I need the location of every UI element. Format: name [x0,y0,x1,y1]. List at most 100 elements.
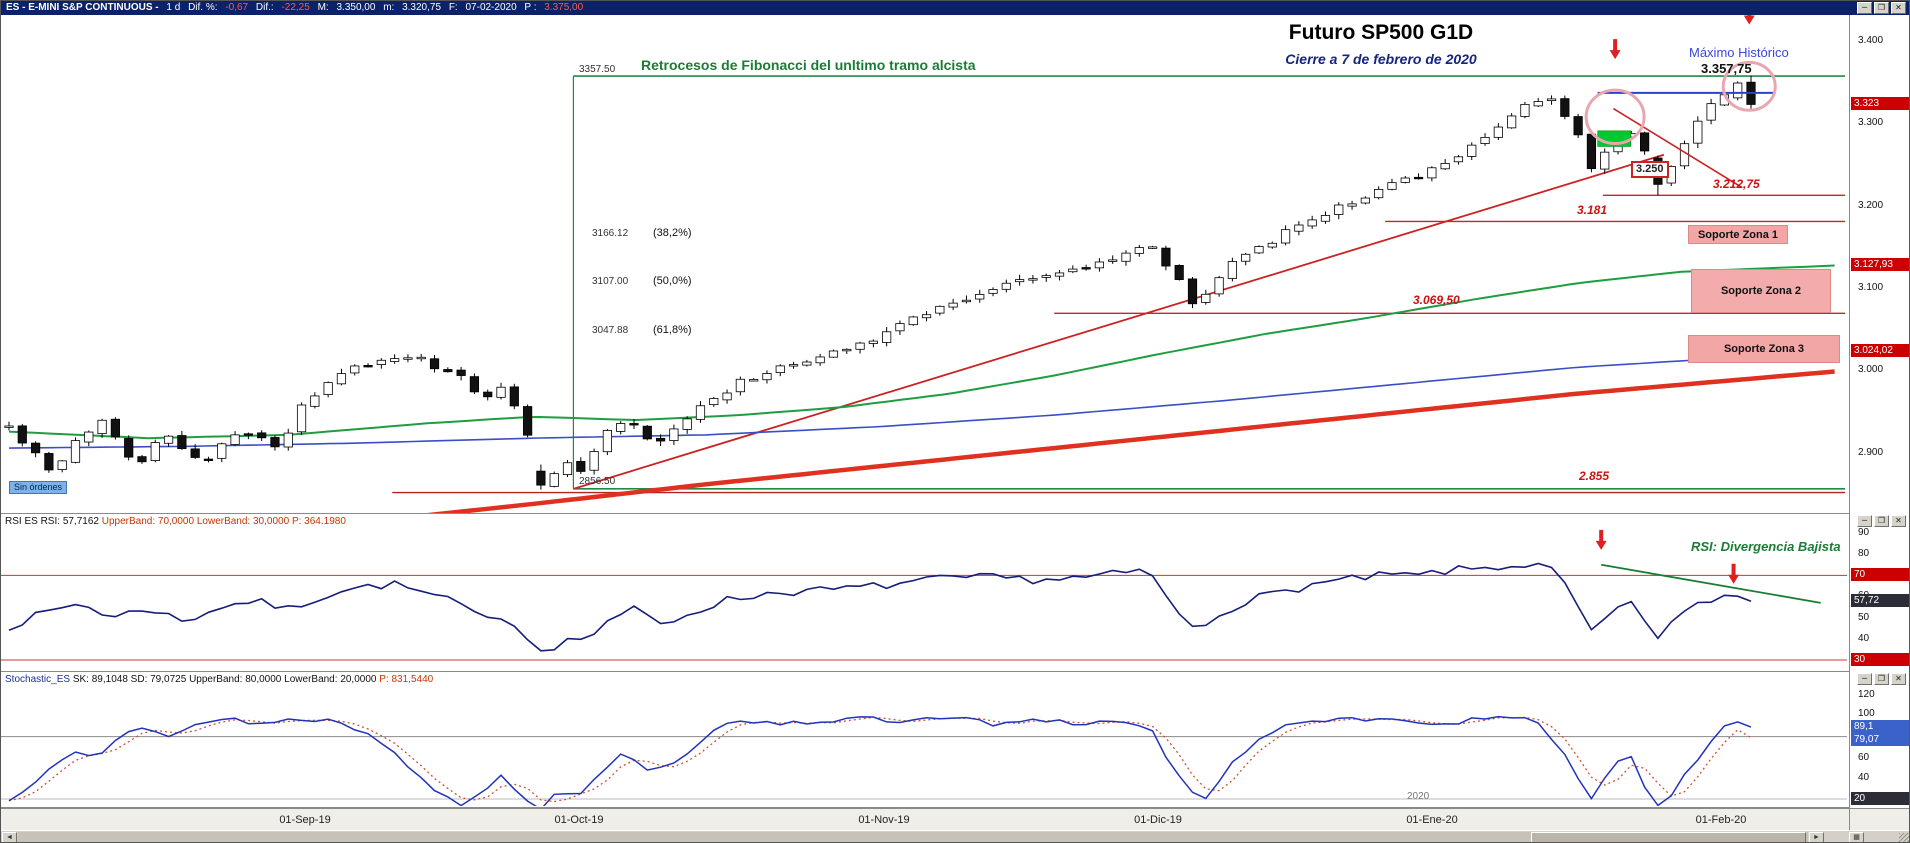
support-zone-3[interactable]: Soporte Zona 3 [1688,335,1840,363]
dif-pct-value: -0,67 [225,2,249,13]
panel-divider[interactable] [1,807,1849,808]
resize-grip[interactable] [1899,833,1909,842]
scroll-left-icon[interactable]: ◄ [2,832,17,842]
last-price-badge: 3.323 [1851,97,1909,110]
session-high-label: M: [317,2,329,13]
support-zone-1[interactable]: Soporte Zona 1 [1688,225,1788,244]
support-zone-2[interactable]: Soporte Zona 2 [1691,269,1831,313]
maximize-icon[interactable]: ❐ [1874,673,1889,685]
stoch-sk-label: SK: [72,674,89,685]
stoch-tick: 120 [1858,689,1875,700]
fib-618-pct: (61,8%) [653,324,692,336]
stoch-sk: 89,1048 [91,674,128,685]
panel-divider[interactable] [1,671,1849,672]
rsi-value: 57,7162 [62,516,99,527]
date-label: F: [448,2,458,13]
minimize-icon[interactable]: ─ [1857,515,1872,527]
chart-window-titlebar[interactable]: ES - E-MINI S&P CONTINUOUS - 1 d Dif. %:… [1,1,1909,15]
session-high-value: 3.350,00 [336,2,376,13]
fib-bottom-price: 2856.50 [579,476,616,487]
all-time-high-value: 3.357,75 [1701,61,1752,76]
no-orders-label[interactable]: Sin órdenes [9,481,68,494]
stoch-tick: 40 [1858,772,1870,783]
time-tick: 01-Sep-19 [279,814,331,826]
price-tick: 3.200 [1858,200,1884,211]
grid-icon[interactable]: ▦ [1849,832,1864,842]
horizontal-scrollbar[interactable]: ◄ ► ▦ [1,830,1909,842]
price-axis[interactable]: 3.400 3.300 3.200 3.100 3.000 2.900 3.32… [1849,15,1909,830]
rsi-header: RSI ES RSI: 57,7162 UpperBand: 70,0000 L… [5,516,346,527]
price-box-3250[interactable]: 3.250 [1631,161,1669,178]
stoch-sd-badge: 79,07 [1851,733,1909,746]
date-value: 07-02-2020 [465,2,517,13]
price-tick: 3.000 [1858,364,1884,375]
time-tick: 01-Oct-19 [554,814,604,826]
fib-50-price: 3107.00 [592,276,629,287]
year-label: 2020 [1407,791,1430,802]
minimize-icon[interactable]: ─ [1857,2,1872,14]
stoch-upperband-label: UpperBand: [189,674,243,685]
support-2855-label: 2.855 [1579,469,1610,483]
time-tick: 01-Nov-19 [858,814,910,826]
chart-subtitle: Cierre a 7 de febrero de 2020 [1285,51,1477,67]
rsi-lower-badge: 30 [1851,653,1909,666]
rsi-value-label: RSI: [40,516,61,527]
stochastic-header: Stochastic_ES SK: 89,1048 SD: 79,0725 Up… [5,674,433,685]
price-tick: 3.300 [1858,117,1884,128]
stoch-lower-badge: 20 [1851,792,1909,805]
rsi-lowerband-label: LowerBand: [196,516,251,527]
stoch-sk-badge: 89,1 [1851,720,1909,733]
stoch-window-controls: ─ ❐ ✕ [1857,673,1906,685]
rsi-p: 364.1980 [304,516,346,527]
rsi-tick: 50 [1858,612,1870,623]
scroll-right-icon[interactable]: ► [1809,832,1824,842]
fib-50-pct: (50,0%) [653,275,692,287]
dif-label: Dif.: [255,2,274,13]
dif-pct-label: Dif. %: [188,2,218,13]
price-tick: 2.900 [1858,447,1884,458]
fib-top-price: 3357.50 [579,64,616,75]
all-time-high-label: Máximo Histórico [1689,45,1789,60]
stoch-sd-label: SD: [130,674,148,685]
green-ma-badge: 3.127,93 [1851,258,1909,271]
maximize-icon[interactable]: ❐ [1874,2,1889,14]
stochastic-panel[interactable] [1,672,1849,807]
rsi-window-controls: ─ ❐ ✕ [1857,515,1906,527]
price-tick: 3.100 [1858,282,1884,293]
stoch-p: 831,5440 [391,674,434,685]
session-low-value: 3.320,75 [402,2,442,13]
maximize-icon[interactable]: ❐ [1874,515,1889,527]
stoch-lowerband: 20,0000 [340,674,377,685]
axis-corner [1849,808,1909,830]
time-axis[interactable]: 01-Sep-19 01-Oct-19 01-Nov-19 01-Dic-19 … [1,808,1849,830]
main-chart-panel[interactable] [1,15,1849,513]
price-tick: 3.400 [1858,35,1884,46]
rsi-upperband-label: UpperBand: [101,516,156,527]
fib-382-pct: (38,2%) [653,227,692,239]
stoch-p-label: P: [379,674,389,685]
fib-382-price: 3166.12 [592,228,629,239]
rsi-value-badge: 57,72 [1851,594,1909,607]
rsi-panel[interactable] [1,514,1849,671]
rsi-lowerband: 30,0000 [253,516,290,527]
fib-618-price: 3047.88 [592,325,629,336]
close-icon[interactable]: ✕ [1891,2,1906,14]
stoch-lowerband-label: LowerBand: [284,674,338,685]
symbol-title: ES - E-MINI S&P CONTINUOUS - [6,2,159,13]
time-tick: 01-Dic-19 [1134,814,1182,826]
panel-divider[interactable] [1,513,1849,514]
period-label: 1 d [166,2,181,13]
session-low-label: m: [383,2,395,13]
minimize-icon[interactable]: ─ [1857,673,1872,685]
time-tick: 01-Feb-20 [1695,814,1747,826]
support-3069-label: 3.069,50 [1413,293,1460,307]
close-icon[interactable]: ✕ [1891,673,1906,685]
close-icon[interactable]: ✕ [1891,515,1906,527]
scrollbar-thumb[interactable] [1531,832,1806,842]
fib-annotation-title: Retrocesos de Fibonacci del unltimo tram… [641,57,976,73]
scrollbar-track[interactable] [18,832,1808,842]
rsi-upperband: 70,0000 [157,516,195,527]
stoch-upperband: 80,0000 [245,674,282,685]
rsi-p-label: P: [291,516,302,527]
stoch-sd: 79,0725 [150,674,187,685]
